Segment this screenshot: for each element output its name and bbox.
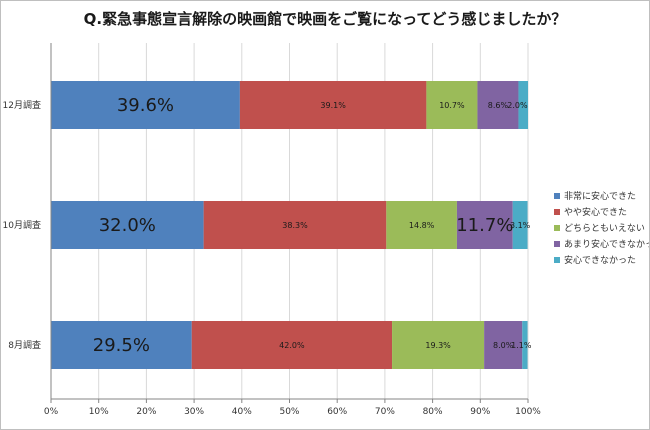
legend-label: あまり安心できなかった: [564, 238, 649, 250]
legend-swatch: [554, 257, 560, 263]
bars: [51, 81, 528, 369]
data-label: 14.8%: [409, 221, 435, 230]
category-labels: 12月調査 10月調査 8月調査: [3, 99, 41, 351]
x-tick-label: 30%: [184, 407, 204, 417]
x-tick-label: 80%: [423, 407, 443, 417]
chart-title: Q.緊急事態宣言解除の映画館で映画をご覧になってどう感じましたか？: [84, 10, 567, 28]
bar-segment: [518, 81, 528, 129]
bar-segment: [456, 201, 513, 249]
bar-segment: [203, 201, 387, 249]
legend-swatch: [554, 209, 560, 215]
x-tick-label: 0%: [44, 407, 59, 417]
legend-swatch: [554, 193, 560, 199]
x-tick-label: 70%: [375, 407, 395, 417]
data-labels: 39.6% 39.1% 10.7% 8.6% 2.0% 32.0% 38.3% 14.8% 11…: [93, 95, 532, 356]
category-label: 12月調査: [3, 99, 41, 111]
category-label: 10月調査: [3, 219, 41, 231]
legend: 非常に安心できたやや安心できたどちらともいえないあまり安心できなかった安心できな…: [554, 190, 649, 266]
legend-label: 非常に安心できた: [564, 190, 636, 202]
legend-label: やや安心できた: [564, 206, 627, 218]
data-label: 32.0%: [99, 215, 156, 236]
bar-segment: [191, 321, 393, 369]
data-label: 8.0%: [493, 341, 514, 350]
bar-segment: [51, 321, 192, 369]
bar-segment: [51, 81, 240, 129]
x-tick-label: 90%: [470, 407, 490, 417]
bar-segment: [386, 201, 457, 249]
data-label: 19.3%: [425, 341, 451, 350]
legend-label: 安心できなかった: [564, 254, 636, 266]
bar-segment: [426, 81, 478, 129]
bar-segment: [477, 81, 519, 129]
data-label: 11.7%: [456, 215, 513, 236]
legend-swatch: [554, 241, 560, 247]
data-label: 42.0%: [279, 341, 305, 350]
bar-segment: [522, 321, 528, 369]
data-label: 29.5%: [93, 335, 150, 356]
legend-swatch: [554, 225, 560, 231]
legend-label: どちらともいえない: [564, 223, 645, 234]
data-label: 39.1%: [320, 101, 346, 110]
bar-segment: [392, 321, 485, 369]
x-tick-label: 100%: [515, 407, 541, 417]
category-label: 8月調査: [8, 339, 41, 351]
data-label: 2.0%: [507, 101, 528, 110]
x-tick-label: 10%: [89, 407, 109, 417]
x-axis: 0% 10% 20% 30% 40% 50% 60% 70% 80% 90% 100%: [44, 43, 541, 417]
bar-segment: [484, 321, 523, 369]
x-tick-label: 50%: [279, 407, 299, 417]
x-tick-label: 40%: [232, 407, 252, 417]
x-tick-label: 20%: [136, 407, 156, 417]
data-label: 38.3%: [282, 221, 308, 230]
data-label: 3.1%: [510, 221, 531, 230]
data-label: 8.6%: [488, 101, 509, 110]
bar-segment: [512, 201, 528, 249]
bar-segment: [51, 201, 204, 249]
bar-segment: [239, 81, 427, 129]
x-tick-label: 60%: [327, 407, 347, 417]
data-label: 1.1%: [511, 341, 532, 350]
data-label: 39.6%: [117, 95, 174, 116]
data-label: 10.7%: [439, 101, 465, 110]
